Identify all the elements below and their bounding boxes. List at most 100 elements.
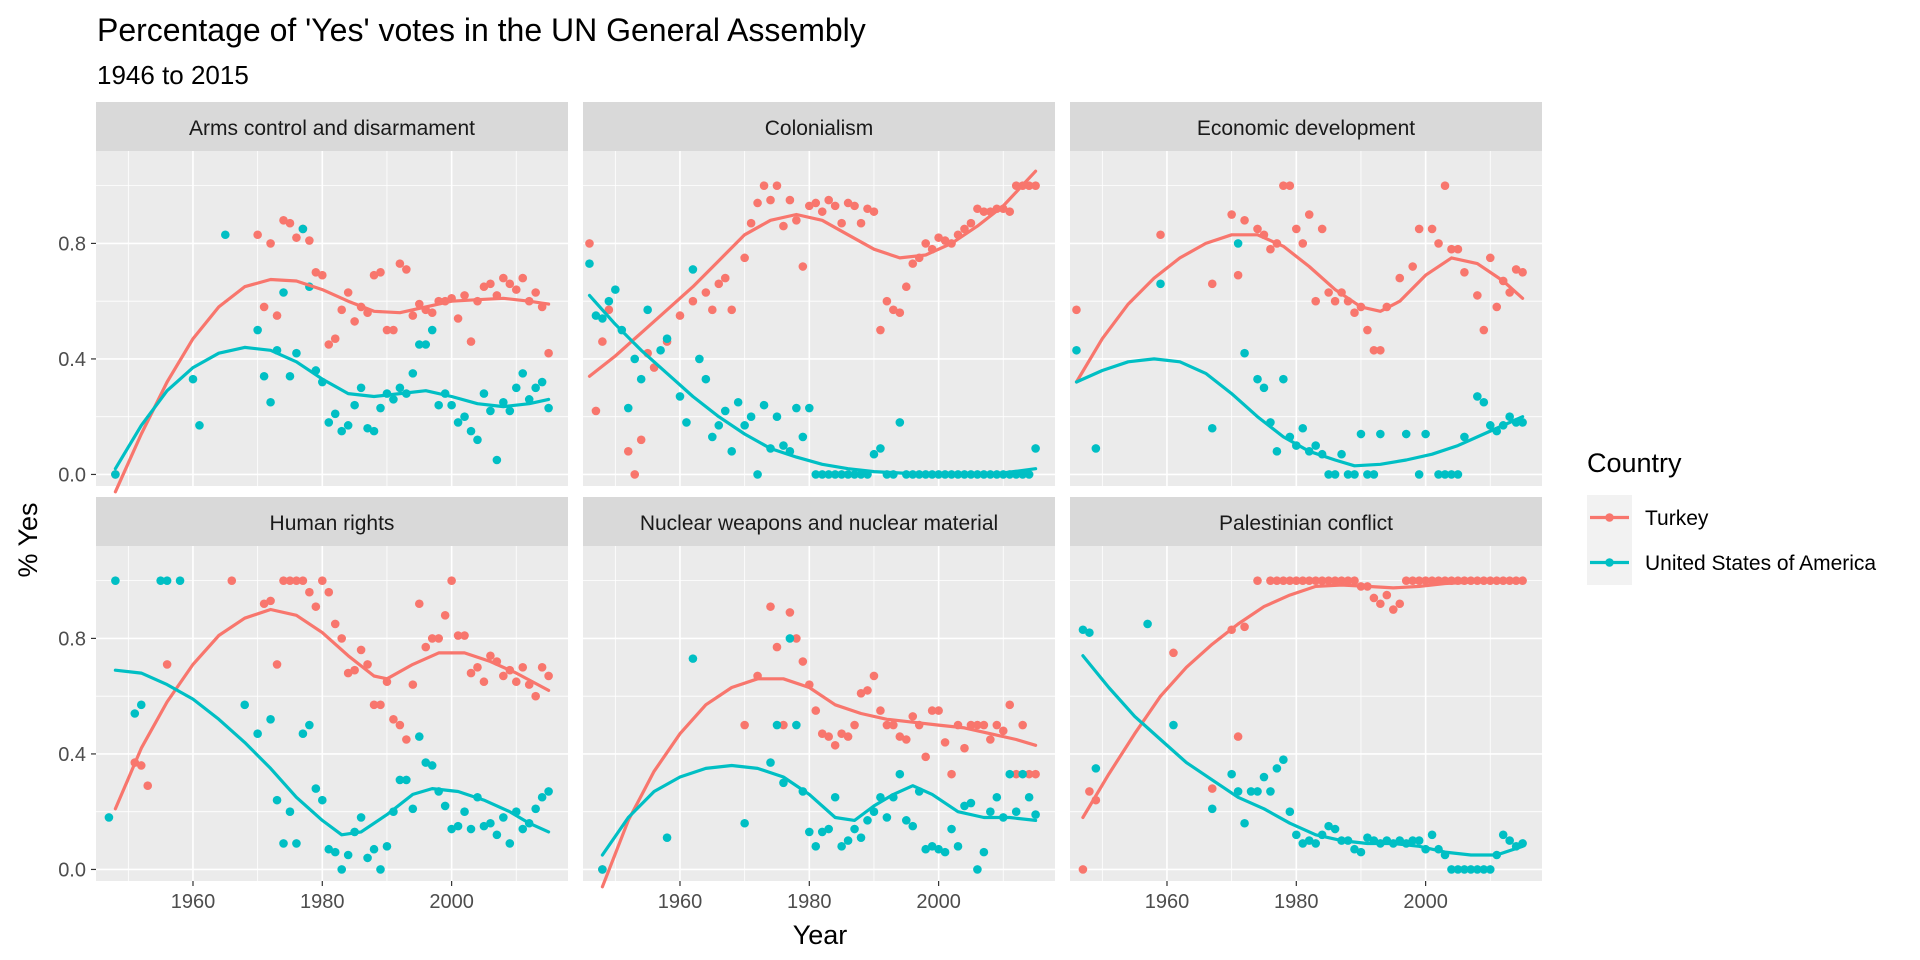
data-point bbox=[1363, 325, 1372, 335]
data-point bbox=[1505, 836, 1514, 845]
data-point bbox=[518, 662, 528, 672]
data-point bbox=[1227, 769, 1236, 779]
data-point bbox=[1485, 865, 1495, 874]
data-point bbox=[1253, 576, 1262, 585]
data-point bbox=[1440, 181, 1450, 190]
data-point bbox=[466, 824, 476, 834]
data-point bbox=[850, 201, 859, 211]
data-point bbox=[1266, 787, 1275, 796]
data-point bbox=[479, 389, 489, 398]
data-point bbox=[1434, 239, 1443, 248]
data-point bbox=[486, 818, 495, 828]
data-point bbox=[675, 311, 685, 320]
data-point bbox=[330, 334, 340, 344]
data-point bbox=[1324, 821, 1333, 831]
data-point bbox=[395, 720, 405, 730]
data-point bbox=[1337, 449, 1346, 459]
data-point bbox=[427, 308, 437, 318]
data-point bbox=[798, 262, 808, 271]
data-point bbox=[414, 599, 424, 609]
trend-line bbox=[1081, 579, 1525, 820]
data-point bbox=[1253, 787, 1262, 796]
data-point bbox=[350, 317, 359, 326]
data-point bbox=[863, 204, 872, 214]
data-point bbox=[805, 403, 814, 413]
data-point bbox=[1091, 764, 1101, 773]
data-point bbox=[753, 470, 762, 479]
data-point bbox=[1447, 244, 1456, 254]
data-point bbox=[311, 267, 321, 277]
data-point bbox=[979, 207, 989, 216]
panel-background bbox=[583, 546, 1055, 881]
data-point bbox=[499, 813, 508, 822]
data-point bbox=[292, 576, 301, 585]
x-tick-label: 1980 bbox=[1274, 891, 1319, 913]
data-point bbox=[1240, 216, 1249, 225]
data-point bbox=[511, 677, 521, 687]
data-point bbox=[1473, 392, 1482, 401]
data-point bbox=[266, 714, 275, 724]
data-point bbox=[824, 470, 833, 479]
data-point bbox=[772, 412, 782, 421]
data-point bbox=[830, 201, 840, 211]
data-point bbox=[279, 839, 288, 848]
data-point bbox=[940, 847, 950, 857]
data-point bbox=[727, 447, 737, 456]
data-point bbox=[305, 720, 314, 730]
data-point bbox=[343, 421, 353, 430]
data-point bbox=[1363, 833, 1372, 842]
data-point bbox=[440, 801, 450, 811]
data-point bbox=[1292, 830, 1301, 840]
data-point bbox=[1401, 576, 1411, 585]
data-point bbox=[792, 634, 801, 643]
data-point bbox=[531, 691, 540, 701]
data-point bbox=[753, 198, 762, 208]
data-point bbox=[466, 337, 476, 346]
data-point bbox=[195, 421, 204, 430]
data-point bbox=[901, 282, 911, 292]
data-point bbox=[337, 426, 346, 436]
data-point bbox=[1408, 836, 1417, 845]
data-point bbox=[292, 233, 301, 242]
data-point bbox=[1031, 810, 1040, 819]
data-point bbox=[973, 204, 982, 214]
data-point bbox=[901, 735, 911, 744]
data-point bbox=[408, 369, 418, 378]
data-point bbox=[492, 830, 502, 840]
y-tick-label: 0.4 bbox=[58, 744, 86, 766]
data-point bbox=[1279, 755, 1288, 765]
data-point bbox=[363, 423, 372, 433]
data-point bbox=[1317, 224, 1327, 234]
data-point bbox=[330, 847, 340, 857]
data-point bbox=[805, 201, 814, 211]
data-point bbox=[1388, 605, 1398, 614]
x-tick-label: 2000 bbox=[1403, 891, 1448, 913]
facet-strip-label: Nuclear weapons and nuclear material bbox=[640, 512, 998, 535]
data-point bbox=[643, 305, 652, 315]
facet-panel: Human rights 0.0 0.4 0.8 1960 1980 2000 bbox=[58, 497, 568, 913]
data-point bbox=[1031, 444, 1040, 453]
legend-point bbox=[1605, 558, 1614, 567]
data-point bbox=[805, 827, 814, 837]
data-point bbox=[953, 842, 963, 851]
data-point bbox=[253, 230, 262, 240]
data-point bbox=[143, 781, 153, 790]
data-point bbox=[986, 735, 995, 744]
data-point bbox=[440, 611, 450, 620]
data-point bbox=[798, 432, 808, 442]
data-point bbox=[1485, 421, 1495, 430]
data-point bbox=[1072, 305, 1081, 315]
data-point bbox=[1240, 348, 1249, 358]
data-point bbox=[598, 865, 607, 874]
data-point bbox=[895, 732, 905, 741]
data-point bbox=[1304, 576, 1314, 585]
y-tick-label: 0.4 bbox=[58, 349, 86, 371]
trend-line bbox=[113, 668, 551, 837]
data-point bbox=[636, 435, 646, 445]
data-point bbox=[746, 218, 756, 228]
data-point bbox=[1227, 210, 1236, 219]
data-point bbox=[298, 576, 308, 585]
data-point bbox=[259, 302, 269, 312]
panel-background bbox=[96, 151, 568, 486]
data-point bbox=[1453, 470, 1463, 479]
